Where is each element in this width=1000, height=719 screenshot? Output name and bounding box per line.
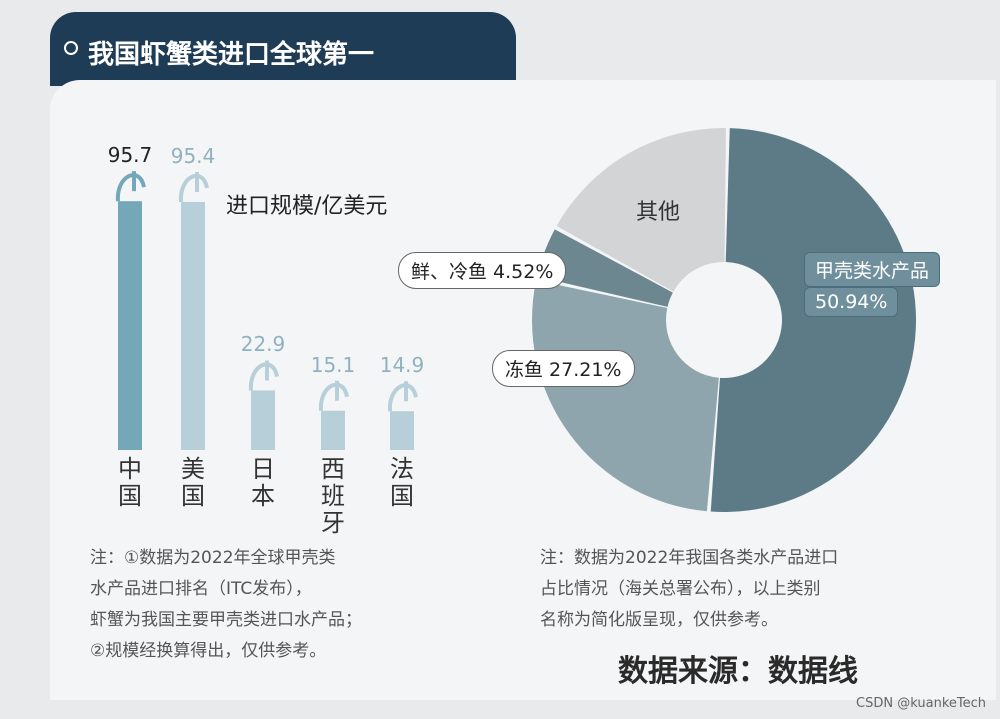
bar-category-label: 西班牙 (321, 455, 345, 537)
bar-category-label: 美国 (181, 455, 205, 510)
bar-value-label: 95.7 (107, 143, 153, 168)
callout-fresh-fish: 鲜、冷鱼 4.52% (398, 252, 567, 289)
note-left: 注：①数据为2022年全球甲壳类 水产品进口排名（ITC发布）， 虾蟹为我国主要… (90, 548, 362, 661)
bar-category-label: 日本 (251, 455, 275, 510)
page-title: 我国虾蟹类进口全球第一 (88, 40, 375, 70)
bar-value-label: 14.9 (379, 353, 425, 378)
bar-value-label: 22.9 (240, 332, 286, 357)
data-source: 数据来源：数据线 (618, 654, 858, 689)
note-right: 注：数据为2022年我国各类水产品进口 占比情况（海关总署公布），以上类别 名称… (540, 548, 839, 630)
slice-label-other: 其他 (636, 200, 681, 225)
callout-crustacean-name: 甲壳类水产品 (804, 252, 941, 287)
bar-category-label: 法国 (390, 455, 414, 510)
callout-crustacean-value: 50.94% (804, 287, 899, 317)
title-banner (50, 12, 516, 86)
callout-frozen-fish: 冻鱼 27.21% (492, 350, 635, 387)
watermark: CSDN @kuankeTech (856, 696, 986, 711)
bar-category-label: 中国 (118, 455, 142, 510)
bar-value-label: 15.1 (310, 352, 356, 377)
bar-chart-ylabel: 进口规模/亿美元 (226, 194, 388, 219)
title-bullet-icon (64, 41, 78, 55)
bar-value-label: 95.4 (170, 143, 216, 168)
